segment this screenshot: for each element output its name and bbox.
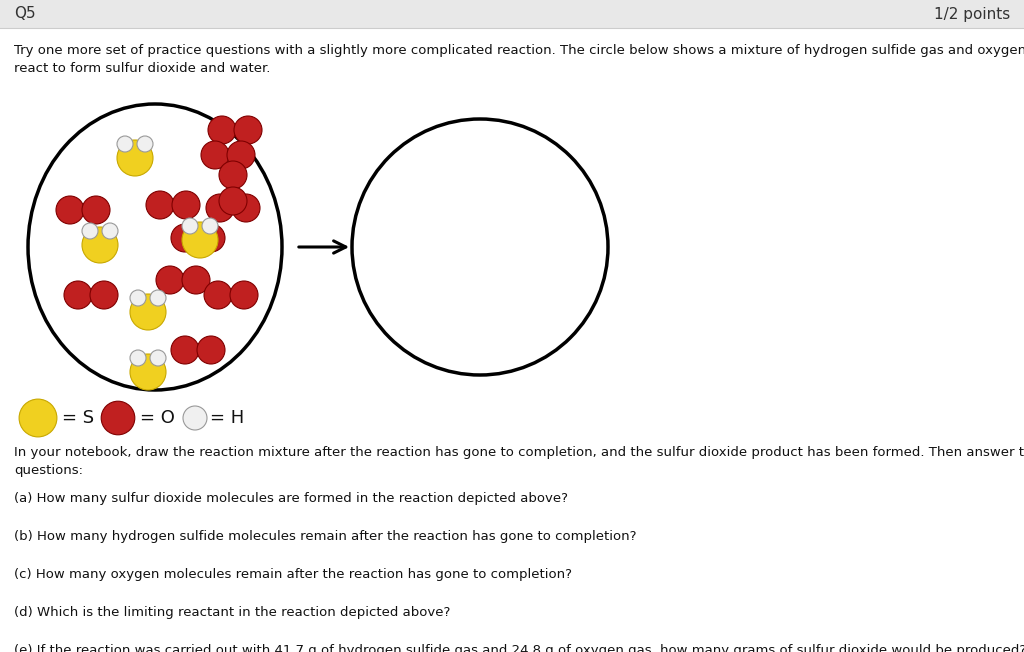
Circle shape [202, 218, 218, 234]
Text: = H: = H [210, 409, 245, 427]
Circle shape [130, 294, 166, 330]
Circle shape [19, 399, 57, 437]
Circle shape [234, 116, 262, 144]
Circle shape [171, 224, 199, 252]
Text: = O: = O [140, 409, 175, 427]
Circle shape [82, 196, 110, 224]
Circle shape [150, 290, 166, 306]
Circle shape [206, 194, 234, 222]
Text: questions:: questions: [14, 464, 83, 477]
Circle shape [130, 354, 166, 390]
Circle shape [182, 218, 198, 234]
Text: Q5: Q5 [14, 7, 36, 22]
Text: (e) If the reaction was carried out with 41.7 g of hydrogen sulfide gas and 24.8: (e) If the reaction was carried out with… [14, 644, 1024, 652]
Circle shape [101, 401, 135, 435]
Circle shape [130, 290, 146, 306]
Text: = S: = S [62, 409, 94, 427]
Circle shape [56, 196, 84, 224]
Circle shape [146, 191, 174, 219]
Circle shape [130, 350, 146, 366]
Circle shape [90, 281, 118, 309]
Ellipse shape [28, 104, 282, 390]
Text: (c) How many oxygen molecules remain after the reaction has gone to completion?: (c) How many oxygen molecules remain aft… [14, 568, 572, 581]
Circle shape [201, 141, 229, 169]
Circle shape [137, 136, 153, 152]
Circle shape [227, 141, 255, 169]
Circle shape [197, 224, 225, 252]
Text: (b) How many hydrogen sulfide molecules remain after the reaction has gone to co: (b) How many hydrogen sulfide molecules … [14, 530, 637, 543]
Circle shape [204, 281, 232, 309]
Circle shape [232, 194, 260, 222]
Circle shape [219, 187, 247, 215]
Text: 1/2 points: 1/2 points [934, 7, 1010, 22]
Circle shape [352, 119, 608, 375]
Circle shape [182, 266, 210, 294]
Text: (d) Which is the limiting reactant in the reaction depicted above?: (d) Which is the limiting reactant in th… [14, 606, 451, 619]
Circle shape [183, 406, 207, 430]
Circle shape [171, 336, 199, 364]
Circle shape [150, 350, 166, 366]
Bar [0, 0, 1024, 28]
Circle shape [197, 336, 225, 364]
Text: react to form sulfur dioxide and water.: react to form sulfur dioxide and water. [14, 62, 270, 75]
Circle shape [63, 281, 92, 309]
Circle shape [102, 223, 118, 239]
Circle shape [156, 266, 184, 294]
Text: In your notebook, draw the reaction mixture after the reaction has gone to compl: In your notebook, draw the reaction mixt… [14, 446, 1024, 459]
Circle shape [230, 281, 258, 309]
Circle shape [182, 222, 218, 258]
Circle shape [208, 116, 236, 144]
Text: Try one more set of practice questions with a slightly more complicated reaction: Try one more set of practice questions w… [14, 44, 1024, 57]
Circle shape [117, 140, 153, 176]
Circle shape [219, 161, 247, 189]
Circle shape [172, 191, 200, 219]
Text: (a) How many sulfur dioxide molecules are formed in the reaction depicted above?: (a) How many sulfur dioxide molecules ar… [14, 492, 568, 505]
Circle shape [117, 136, 133, 152]
Circle shape [82, 227, 118, 263]
Circle shape [82, 223, 98, 239]
